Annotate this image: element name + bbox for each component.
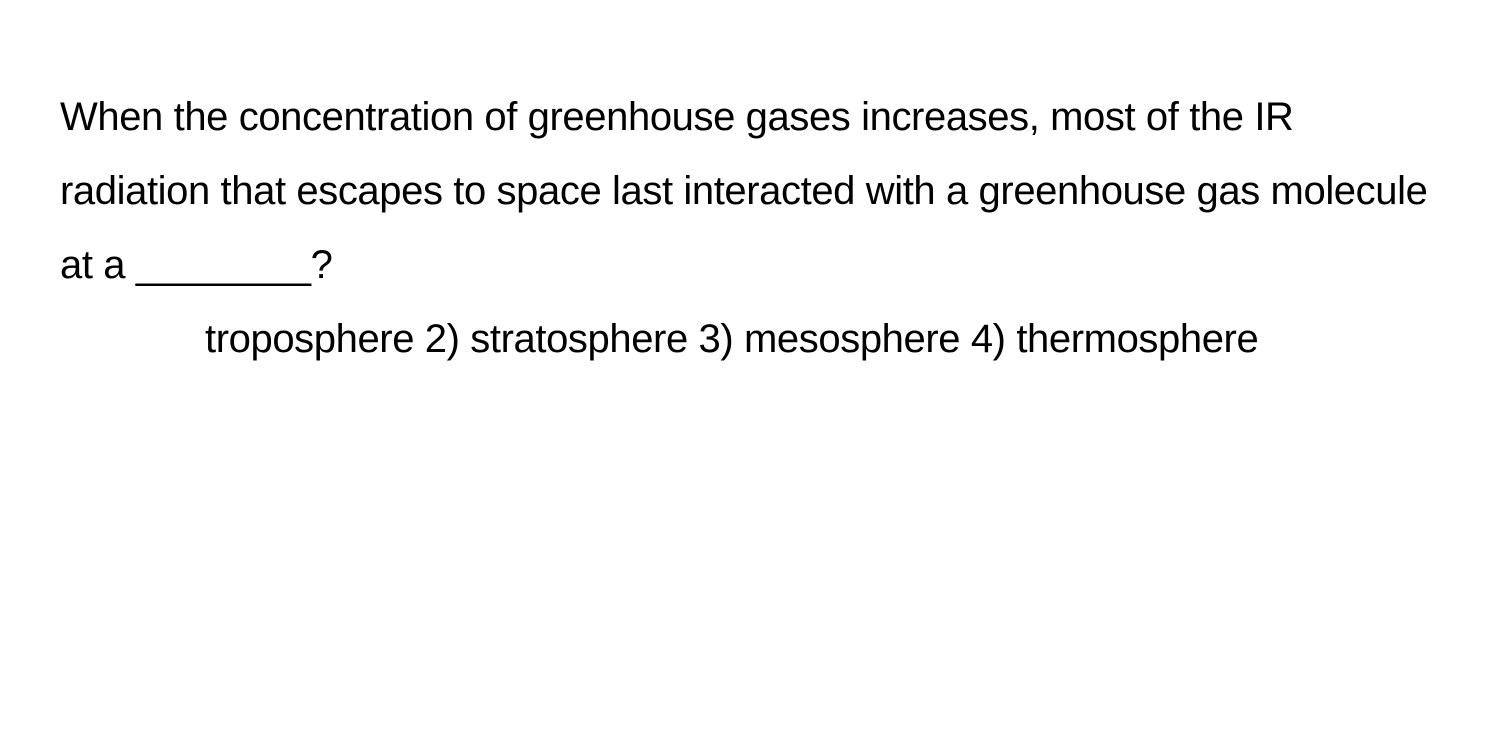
question-options: troposphere 2) stratosphere 3) mesospher…: [60, 302, 1440, 376]
question-container: When the concentration of greenhouse gas…: [60, 80, 1440, 376]
question-stem: When the concentration of greenhouse gas…: [60, 80, 1440, 302]
